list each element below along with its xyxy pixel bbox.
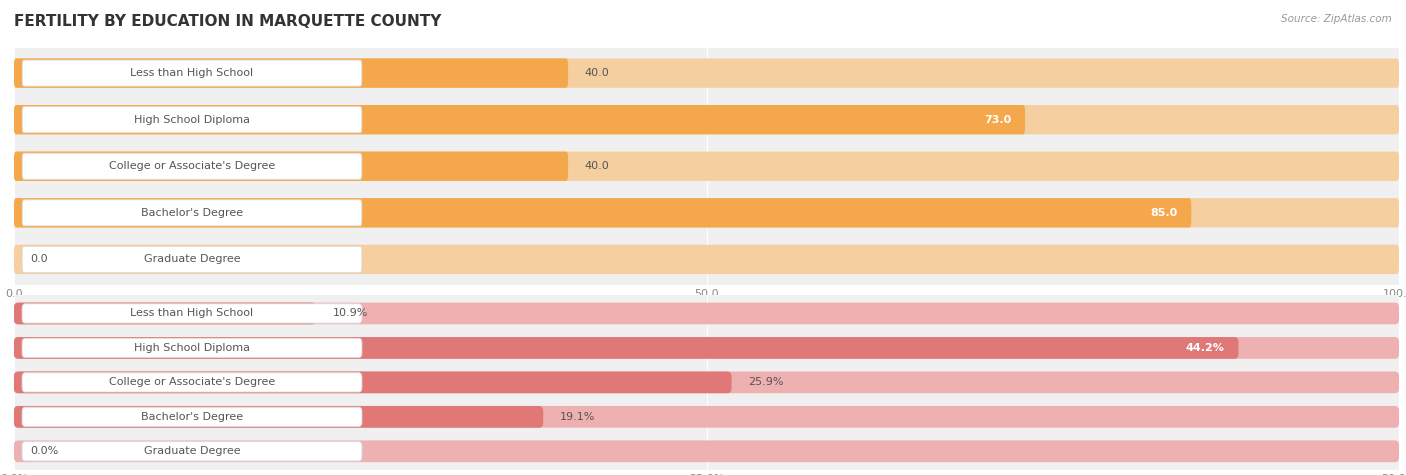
FancyBboxPatch shape (14, 198, 1399, 228)
Text: Bachelor's Degree: Bachelor's Degree (141, 208, 243, 218)
Text: 0.0%: 0.0% (31, 446, 59, 456)
Text: College or Associate's Degree: College or Associate's Degree (108, 161, 276, 171)
FancyBboxPatch shape (22, 373, 361, 392)
Text: 73.0: 73.0 (984, 114, 1011, 124)
Text: Graduate Degree: Graduate Degree (143, 446, 240, 456)
FancyBboxPatch shape (14, 303, 1399, 324)
Text: Less than High School: Less than High School (131, 308, 253, 318)
FancyBboxPatch shape (14, 303, 316, 324)
FancyBboxPatch shape (14, 58, 568, 88)
Text: Bachelor's Degree: Bachelor's Degree (141, 412, 243, 422)
FancyBboxPatch shape (22, 153, 361, 179)
FancyBboxPatch shape (14, 198, 1191, 228)
Text: 25.9%: 25.9% (748, 377, 783, 388)
FancyBboxPatch shape (22, 200, 361, 226)
Text: 85.0: 85.0 (1150, 208, 1177, 218)
FancyBboxPatch shape (14, 58, 1399, 88)
Text: Less than High School: Less than High School (131, 68, 253, 78)
Text: 19.1%: 19.1% (560, 412, 595, 422)
FancyBboxPatch shape (22, 247, 361, 273)
Text: 40.0: 40.0 (585, 68, 609, 78)
FancyBboxPatch shape (14, 406, 543, 428)
Text: 10.9%: 10.9% (333, 308, 368, 318)
FancyBboxPatch shape (22, 442, 361, 461)
FancyBboxPatch shape (14, 406, 1399, 428)
FancyBboxPatch shape (22, 304, 361, 323)
FancyBboxPatch shape (14, 105, 1025, 134)
FancyBboxPatch shape (14, 371, 731, 393)
FancyBboxPatch shape (14, 245, 1399, 274)
FancyBboxPatch shape (14, 337, 1399, 359)
Text: Graduate Degree: Graduate Degree (143, 255, 240, 265)
FancyBboxPatch shape (14, 152, 1399, 181)
FancyBboxPatch shape (14, 105, 1399, 134)
FancyBboxPatch shape (14, 337, 1239, 359)
FancyBboxPatch shape (22, 60, 361, 86)
Text: College or Associate's Degree: College or Associate's Degree (108, 377, 276, 388)
FancyBboxPatch shape (22, 338, 361, 358)
Text: 0.0: 0.0 (31, 255, 48, 265)
Text: Source: ZipAtlas.com: Source: ZipAtlas.com (1281, 14, 1392, 24)
Text: 44.2%: 44.2% (1185, 343, 1225, 353)
FancyBboxPatch shape (22, 107, 361, 133)
FancyBboxPatch shape (14, 152, 568, 181)
Text: 40.0: 40.0 (585, 161, 609, 171)
Text: High School Diploma: High School Diploma (134, 114, 250, 124)
Text: High School Diploma: High School Diploma (134, 343, 250, 353)
FancyBboxPatch shape (22, 407, 361, 427)
FancyBboxPatch shape (14, 371, 1399, 393)
FancyBboxPatch shape (14, 440, 1399, 462)
Text: FERTILITY BY EDUCATION IN MARQUETTE COUNTY: FERTILITY BY EDUCATION IN MARQUETTE COUN… (14, 14, 441, 29)
